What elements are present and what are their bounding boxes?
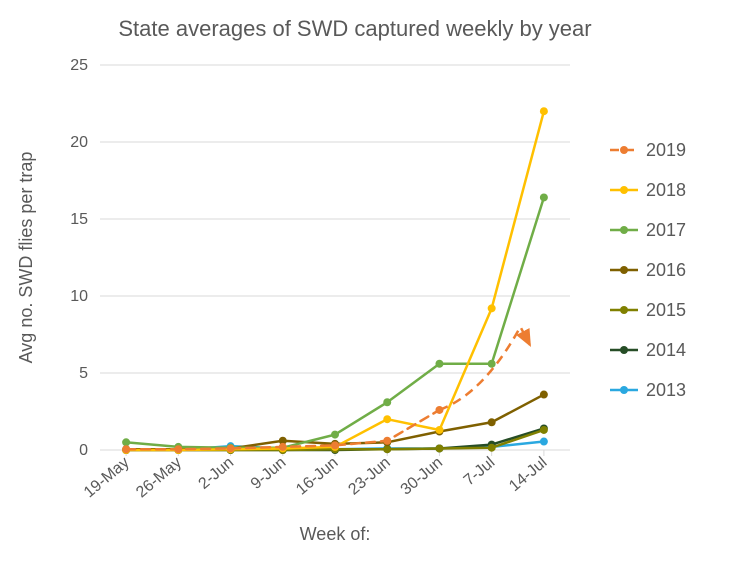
series-marker-2019 <box>122 445 130 453</box>
series-marker-2018 <box>435 426 443 434</box>
legend-label-2017: 2017 <box>646 220 686 240</box>
y-axis-label: Avg no. SWD flies per trap <box>16 152 36 364</box>
series-marker-2015 <box>383 445 391 453</box>
legend-label-2015: 2015 <box>646 300 686 320</box>
series-marker-2015 <box>435 444 443 452</box>
series-marker-2017 <box>331 431 339 439</box>
series-marker-2017 <box>122 438 130 446</box>
series-marker-2019 <box>435 406 443 414</box>
series-marker-2016 <box>488 418 496 426</box>
series-marker-2019 <box>174 445 182 453</box>
legend-label-2016: 2016 <box>646 260 686 280</box>
series-marker-2013 <box>540 438 548 446</box>
y-tick-label: 10 <box>70 288 88 305</box>
legend-label-2013: 2013 <box>646 380 686 400</box>
legend-label-2019: 2019 <box>646 140 686 160</box>
series-marker-2019 <box>227 444 235 452</box>
series-marker-2017 <box>435 360 443 368</box>
series-marker-2019 <box>331 441 339 449</box>
series-marker-2015 <box>488 444 496 452</box>
series-marker-2019 <box>383 437 391 445</box>
y-tick-label: 15 <box>70 211 88 228</box>
y-tick-label: 0 <box>79 442 88 459</box>
line-chart: 051015202519-May26-May2-Jun9-Jun16-Jun23… <box>0 0 750 563</box>
y-tick-label: 20 <box>70 134 88 151</box>
x-axis-label: Week of: <box>300 524 371 544</box>
y-tick-label: 5 <box>79 365 88 382</box>
series-marker-2018 <box>383 415 391 423</box>
series-marker-2017 <box>383 398 391 406</box>
series-marker-2017 <box>540 193 548 201</box>
series-marker-2017 <box>488 360 496 368</box>
series-marker-2015 <box>540 426 548 434</box>
legend-label-2018: 2018 <box>646 180 686 200</box>
chart-title: State averages of SWD captured weekly by… <box>118 16 591 41</box>
series-marker-2018 <box>488 304 496 312</box>
series-marker-2019 <box>279 443 287 451</box>
series-marker-2016 <box>540 391 548 399</box>
legend-label-2014: 2014 <box>646 340 686 360</box>
y-tick-label: 25 <box>70 57 88 74</box>
chart-container: 051015202519-May26-May2-Jun9-Jun16-Jun23… <box>0 0 750 563</box>
series-marker-2018 <box>540 107 548 115</box>
